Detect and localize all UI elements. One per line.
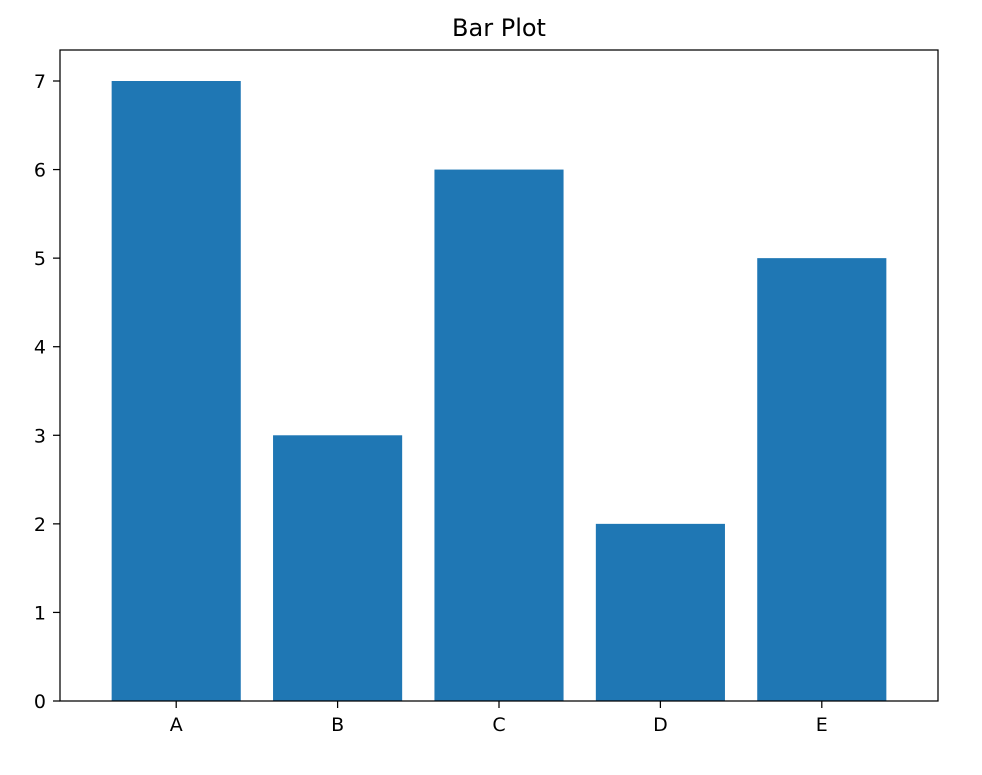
x-tick-label: C xyxy=(492,714,505,736)
x-axis-ticks: A B C D E xyxy=(170,701,828,736)
y-tick-label: 6 xyxy=(34,160,46,182)
x-tick-label: E xyxy=(816,714,828,736)
y-tick-label: 1 xyxy=(34,602,46,624)
bar-b xyxy=(273,435,403,701)
y-tick-label: 7 xyxy=(34,71,46,93)
x-tick-label: A xyxy=(170,714,183,736)
bar-a xyxy=(111,81,241,701)
x-tick-label: B xyxy=(331,714,344,736)
y-tick-label: 3 xyxy=(34,425,46,447)
y-tick-label: 5 xyxy=(34,248,46,270)
y-tick-label: 2 xyxy=(34,514,46,536)
y-tick-label: 0 xyxy=(34,691,46,713)
bar-c xyxy=(434,169,564,702)
bar-d xyxy=(595,523,725,701)
y-axis-ticks: 0 1 2 3 4 5 6 7 xyxy=(34,71,60,713)
plot-frame xyxy=(59,49,939,702)
y-tick-label: 4 xyxy=(34,337,46,359)
chart-title: Bar Plot xyxy=(452,14,546,42)
bar-e xyxy=(757,258,887,701)
x-tick-label: D xyxy=(653,714,668,736)
bars-group xyxy=(111,81,887,702)
